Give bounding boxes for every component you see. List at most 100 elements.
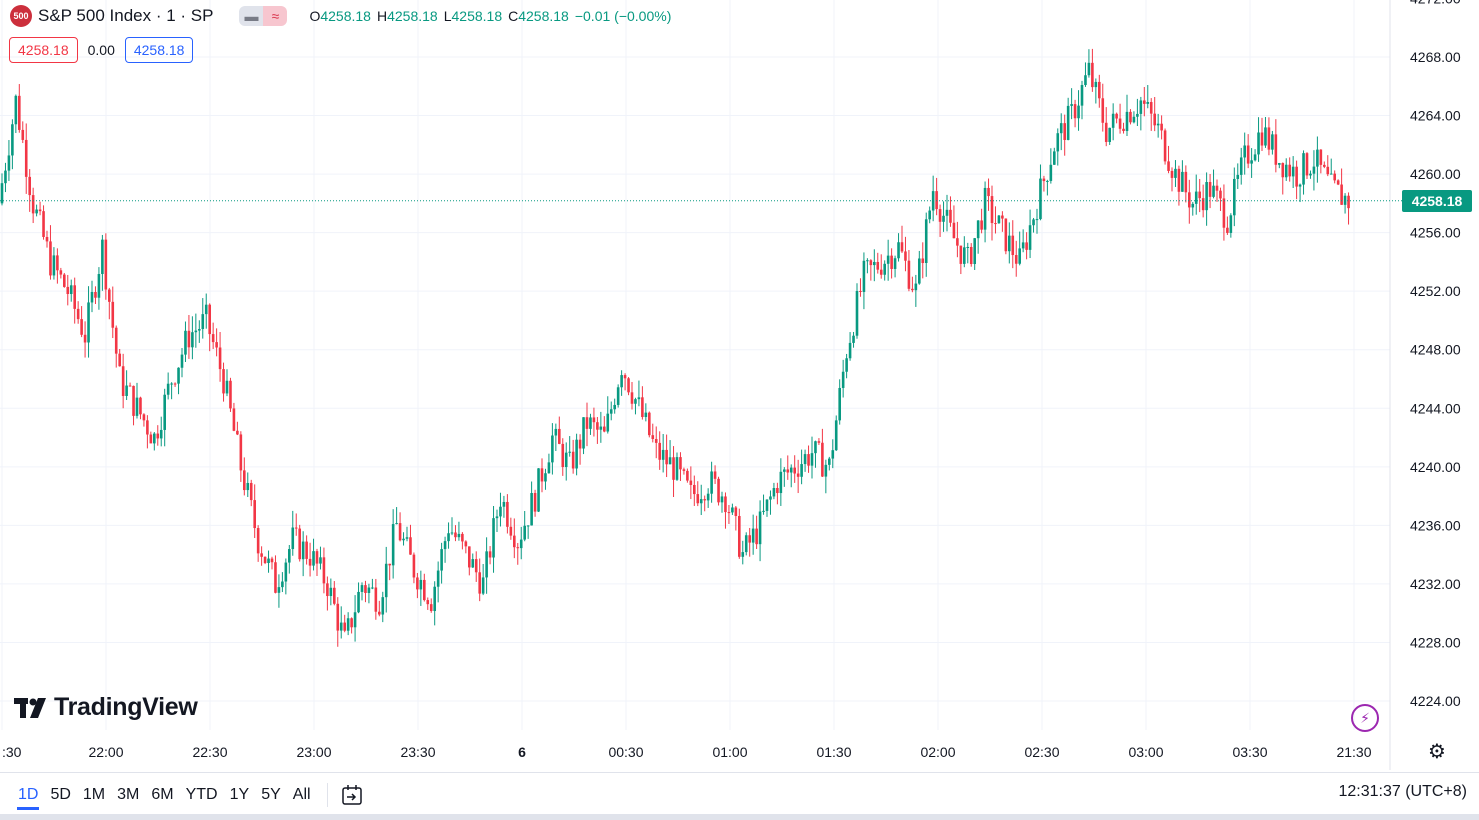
candle-body: [720, 496, 724, 503]
candle-body: [1008, 235, 1011, 252]
calendar-goto-icon[interactable]: [340, 783, 364, 807]
candle-body: [623, 375, 627, 379]
candle-body: [256, 528, 260, 554]
period-5y[interactable]: 5Y: [261, 786, 281, 803]
candle-body: [1233, 178, 1236, 216]
candle-body: [277, 587, 281, 593]
x-tick-label: 03:30: [1232, 744, 1267, 760]
clock-timezone[interactable]: 12:31:37 (UTC+8): [1338, 783, 1467, 800]
candle-body: [1115, 113, 1118, 119]
candle-body: [495, 516, 499, 519]
candle-body: [994, 223, 997, 225]
y-tick-label: 4272.00: [1410, 0, 1461, 6]
candle-body: [108, 289, 111, 302]
candle-body: [1018, 248, 1021, 264]
tradingview-logo[interactable]: TradingView: [14, 693, 198, 722]
candle-body: [682, 469, 686, 471]
candle-body: [786, 469, 790, 473]
candle-body: [1098, 81, 1101, 99]
settings-gear-icon[interactable]: ⚙: [1428, 741, 1446, 763]
candlestick-chart[interactable]: 4224.00 4228.00 4232.00 4236.00 4240.00 4244.…: [0, 0, 1479, 770]
candle-body: [693, 484, 696, 495]
candle-body: [1198, 191, 1201, 199]
period-all[interactable]: All: [292, 786, 311, 803]
candle-body: [783, 469, 786, 472]
candle-body: [391, 524, 395, 566]
x-tick-label: 23:00: [296, 744, 331, 760]
candle-body: [367, 587, 371, 593]
candle-body: [90, 291, 94, 303]
candle-body: [1340, 184, 1343, 205]
candle-body: [945, 209, 949, 216]
candle-body: [668, 457, 672, 465]
candle-body: [696, 494, 700, 504]
candle-body: [1336, 180, 1340, 185]
candle-body: [1035, 219, 1039, 221]
period-1d[interactable]: 1D: [12, 786, 44, 810]
candle-body: [153, 433, 156, 444]
spread-value: 0.00: [87, 42, 115, 58]
candle-body: [436, 570, 440, 587]
candle-body: [409, 537, 412, 555]
candle-body: [471, 559, 475, 568]
y-tick-label: 4252.00: [1410, 283, 1461, 299]
candle-body: [474, 559, 478, 573]
sell-price-button[interactable]: 4258.18: [9, 37, 78, 63]
candle-body: [796, 473, 800, 477]
candle-body: [1091, 62, 1094, 88]
minus-icon[interactable]: ▬: [239, 6, 264, 26]
candle-body: [52, 255, 56, 276]
candle-body: [793, 467, 796, 474]
candle-body: [665, 449, 668, 465]
candle-body: [907, 260, 911, 289]
candle-body: [589, 417, 592, 429]
candle-body: [346, 618, 350, 631]
candle-body: [132, 385, 135, 416]
candle-body: [616, 387, 620, 405]
candle-body: [703, 499, 706, 501]
candle-body: [198, 329, 201, 331]
candle-body: [464, 541, 468, 547]
period-ytd[interactable]: YTD: [185, 786, 218, 803]
candle-body: [1174, 168, 1177, 178]
period-1m[interactable]: 1M: [82, 786, 106, 803]
period-3m[interactable]: 3M: [117, 786, 140, 803]
approx-wave-icon[interactable]: ≈: [263, 6, 288, 26]
y-tick-label: 4264.00: [1410, 108, 1461, 124]
candle-body: [229, 380, 232, 409]
candle-body: [1125, 111, 1129, 132]
y-tick-label: 4268.00: [1410, 49, 1461, 65]
candle-body: [492, 518, 495, 558]
candle-body: [1046, 180, 1049, 182]
candle-body: [879, 269, 883, 275]
period-6m[interactable]: 6M: [151, 786, 174, 803]
candle-body: [893, 258, 897, 269]
candle-body: [658, 442, 661, 460]
candle-body: [163, 394, 166, 430]
symbol-title[interactable]: S&P 500 Index · 1 · SP: [38, 6, 214, 25]
candle-body: [45, 236, 49, 242]
candle-body: [232, 408, 236, 431]
candle-body: [156, 433, 160, 439]
candle-body: [1333, 173, 1336, 181]
candle-body: [748, 535, 751, 543]
candle-body: [374, 587, 378, 612]
lightning-icon[interactable]: ⚡: [1351, 704, 1379, 732]
buy-price-button[interactable]: 4258.18: [124, 37, 194, 63]
candle-body: [841, 371, 845, 388]
candle-body: [429, 604, 433, 612]
candle-body: [1156, 123, 1160, 126]
candle-body: [744, 535, 748, 553]
candle-body: [828, 458, 831, 465]
candle-body: [315, 551, 319, 564]
x-tick-label: 01:00: [712, 744, 747, 760]
candle-body: [918, 258, 921, 284]
candle-body: [1077, 105, 1080, 119]
candle-body: [603, 426, 606, 432]
candle-body: [596, 422, 599, 430]
candle-body: [426, 600, 430, 605]
period-1y[interactable]: 1Y: [229, 786, 250, 803]
period-5d[interactable]: 5D: [50, 786, 71, 803]
candle-body: [547, 462, 551, 474]
candle-body: [630, 392, 634, 404]
